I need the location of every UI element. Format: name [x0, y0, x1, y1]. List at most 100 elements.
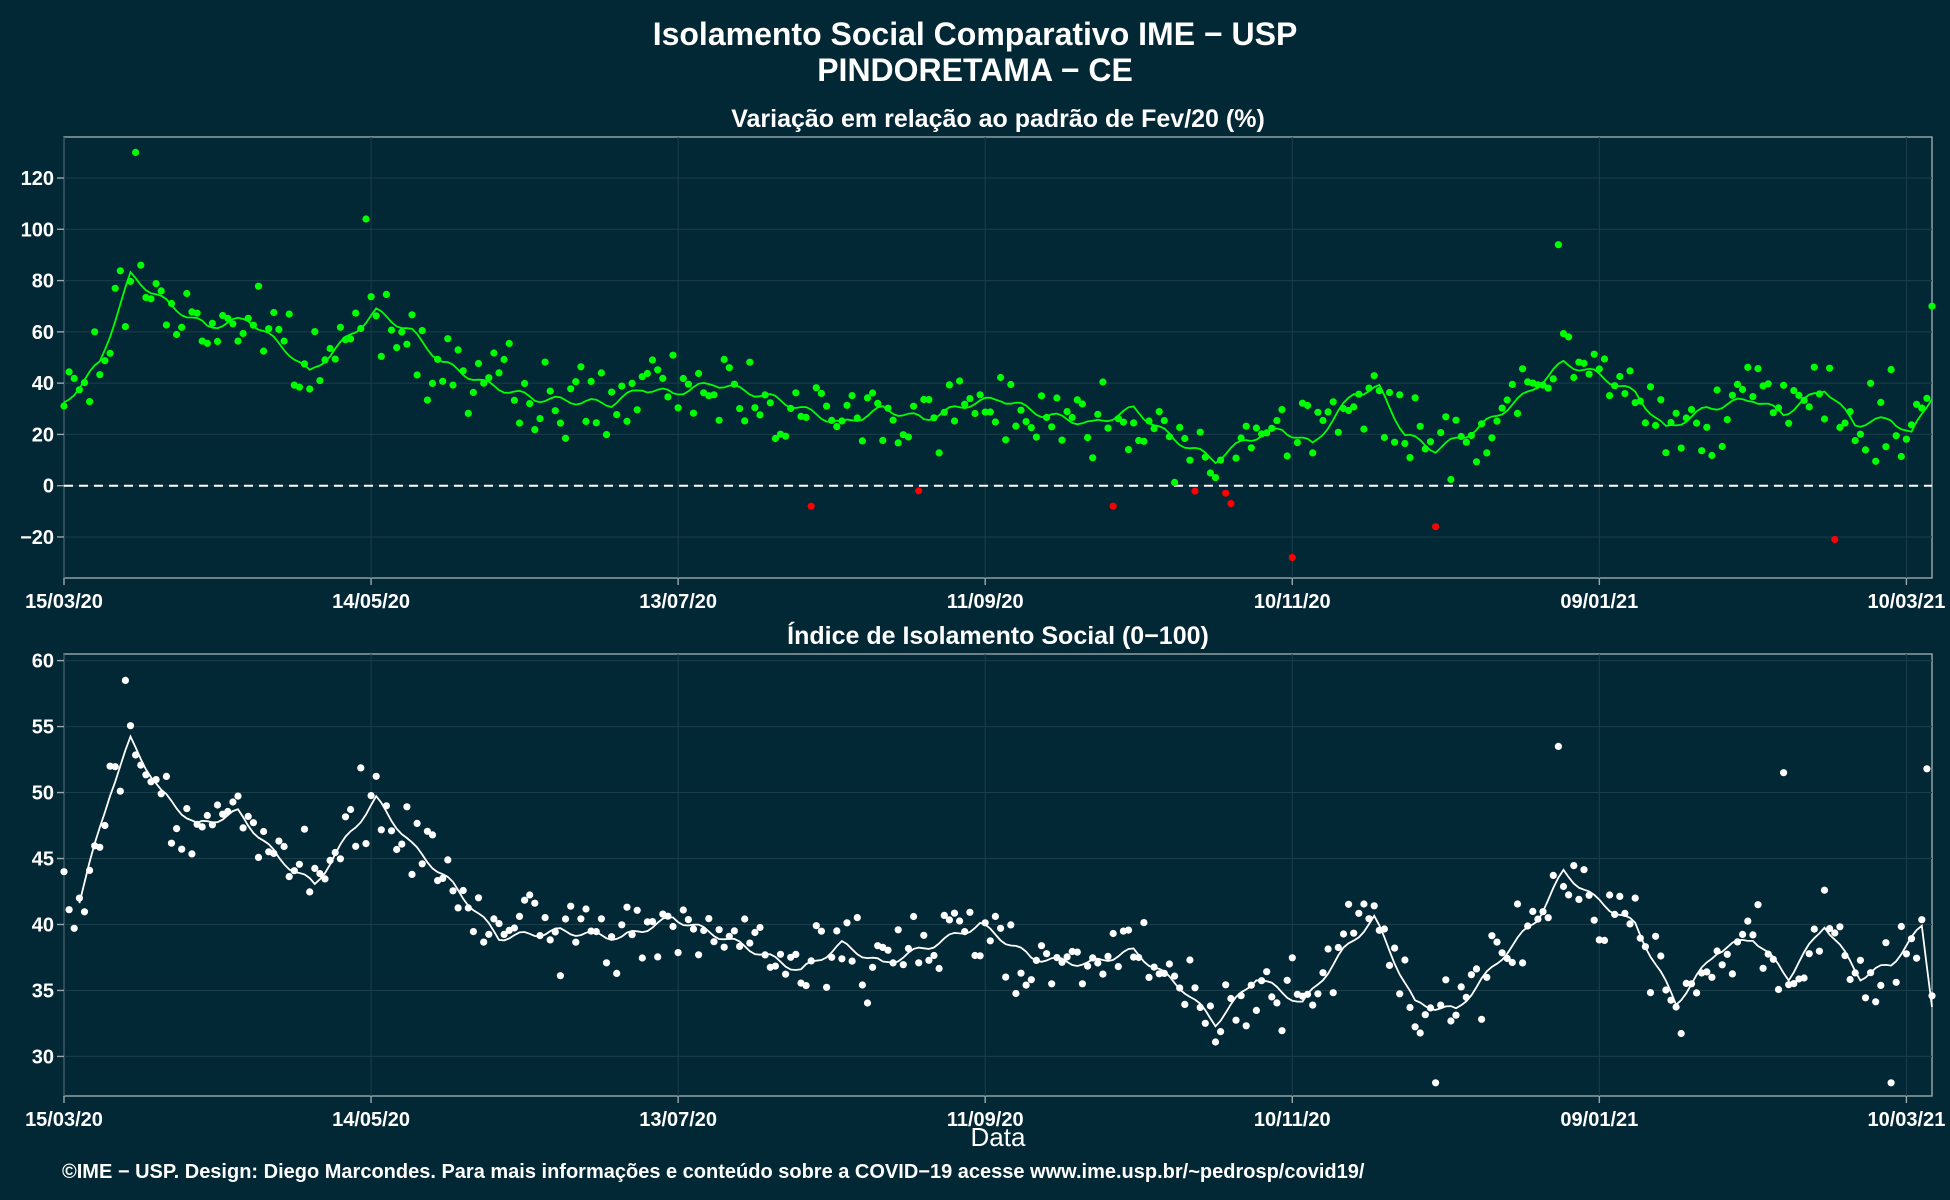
variation-point [1928, 302, 1936, 310]
isolation-index-point [80, 908, 89, 916]
variation-point [1810, 363, 1818, 371]
isolation-index-point [1365, 915, 1373, 923]
isolation-index-point [1826, 925, 1834, 933]
variation-point [1324, 408, 1332, 416]
isolation-index-point [1662, 986, 1670, 994]
isolation-index-point [316, 870, 324, 878]
isolation-index-point [915, 959, 923, 967]
isolation-index-point [986, 937, 994, 945]
isolation-index-point [1652, 932, 1660, 940]
isolation-index-point [341, 813, 350, 821]
variation-point [654, 366, 662, 374]
isolation-index-point [1928, 992, 1936, 1000]
variation-point [1780, 381, 1788, 389]
variation-point [75, 386, 83, 394]
isolation-index-point [828, 953, 836, 961]
isolation-index-point [945, 916, 954, 924]
isolation-index-point [1728, 970, 1736, 978]
isolation-index-point [377, 826, 385, 834]
isolation-index-point [853, 914, 861, 922]
isolation-index-point [843, 919, 851, 927]
isolation-index-point [1621, 909, 1629, 918]
isolation-index-point [137, 761, 145, 769]
isolation-index-point [1600, 936, 1609, 945]
isolation-index-point [1611, 910, 1619, 919]
credit-footer: ©IME − USP. Design: Diego Marcondes. Par… [62, 1161, 1365, 1183]
variation-point [1831, 535, 1839, 544]
isolation-index-point [1094, 959, 1102, 967]
variation-point [1800, 396, 1808, 404]
isolation-index-point [643, 918, 652, 926]
isolation-index-point [715, 926, 723, 934]
variation-point [1693, 419, 1701, 427]
variation-point [459, 367, 467, 375]
isolation-index-point [213, 801, 222, 809]
variation-point [756, 411, 764, 419]
variation-y-tick-label: 80 [32, 271, 54, 293]
variation-point [971, 409, 979, 418]
variation-point [208, 319, 216, 327]
isolation-index-point [1058, 958, 1066, 966]
variation-point [1017, 406, 1025, 414]
variation-point [1580, 359, 1588, 367]
variation-point [1345, 406, 1353, 415]
isolation-index-point [357, 764, 365, 772]
variation-point [628, 379, 636, 387]
isolation-index-point [1206, 1002, 1214, 1010]
isolation-index-point [500, 930, 508, 939]
isolation-index-point [270, 849, 278, 858]
isolation-index-point [961, 928, 969, 936]
variation-x-tick-label: 14/05/20 [332, 591, 410, 613]
isolation-index-point [1907, 935, 1916, 943]
x-axis-label: Data [971, 1122, 1026, 1152]
isolation-index-point [1708, 973, 1716, 981]
variation-point [802, 413, 810, 421]
variation-point [572, 378, 580, 386]
isolation-index-point [1836, 923, 1844, 931]
isolation-index-point [1503, 954, 1511, 963]
variation-point [500, 355, 508, 364]
isolation-index-point [244, 812, 252, 821]
isolation-index-point [966, 908, 974, 916]
variation-point [485, 374, 493, 382]
isolation-index-point [582, 905, 590, 913]
isolation-index-point [1529, 907, 1537, 916]
isolation-index-point [1309, 1001, 1317, 1009]
variation-point [1877, 398, 1885, 406]
variation-y-tick-label: 0 [43, 476, 54, 498]
variation-point [940, 408, 948, 416]
isolation-index-point [971, 951, 979, 960]
variation-point [372, 312, 380, 320]
variation-point [1907, 421, 1916, 429]
variation-point [387, 326, 396, 334]
isolation-index-point [602, 959, 611, 967]
isolation-index-point [1483, 973, 1491, 981]
variation-point [1334, 428, 1342, 436]
variation-point [1263, 429, 1271, 437]
variation-point [1119, 418, 1127, 426]
isolation-index-point [1437, 1001, 1445, 1009]
isolation-index-point [858, 981, 867, 989]
variation-point [1027, 424, 1035, 432]
isolation-index-point [1268, 993, 1276, 1001]
isolation-index-point [1472, 965, 1481, 973]
isolation-index-point [326, 856, 334, 865]
isolation-index-point [761, 951, 769, 959]
isolation-index-point [812, 922, 820, 930]
isolation-index-point [1329, 989, 1337, 997]
variation-point [505, 339, 513, 348]
isolation-index-point [1682, 979, 1690, 988]
variation-point [1918, 404, 1926, 412]
variation-point [1007, 380, 1015, 389]
variation-point [1754, 365, 1762, 373]
variation-point [904, 433, 913, 441]
isolation-index-point [1749, 931, 1757, 939]
isolation-index-point [546, 936, 554, 944]
isolation-index-point [1764, 950, 1772, 958]
isolation-index-point [1744, 917, 1752, 925]
variation-point [316, 377, 324, 385]
variation-point [449, 381, 457, 389]
variation-point [582, 417, 590, 425]
isolation-index-point [1247, 981, 1255, 989]
variation-point [203, 339, 211, 347]
